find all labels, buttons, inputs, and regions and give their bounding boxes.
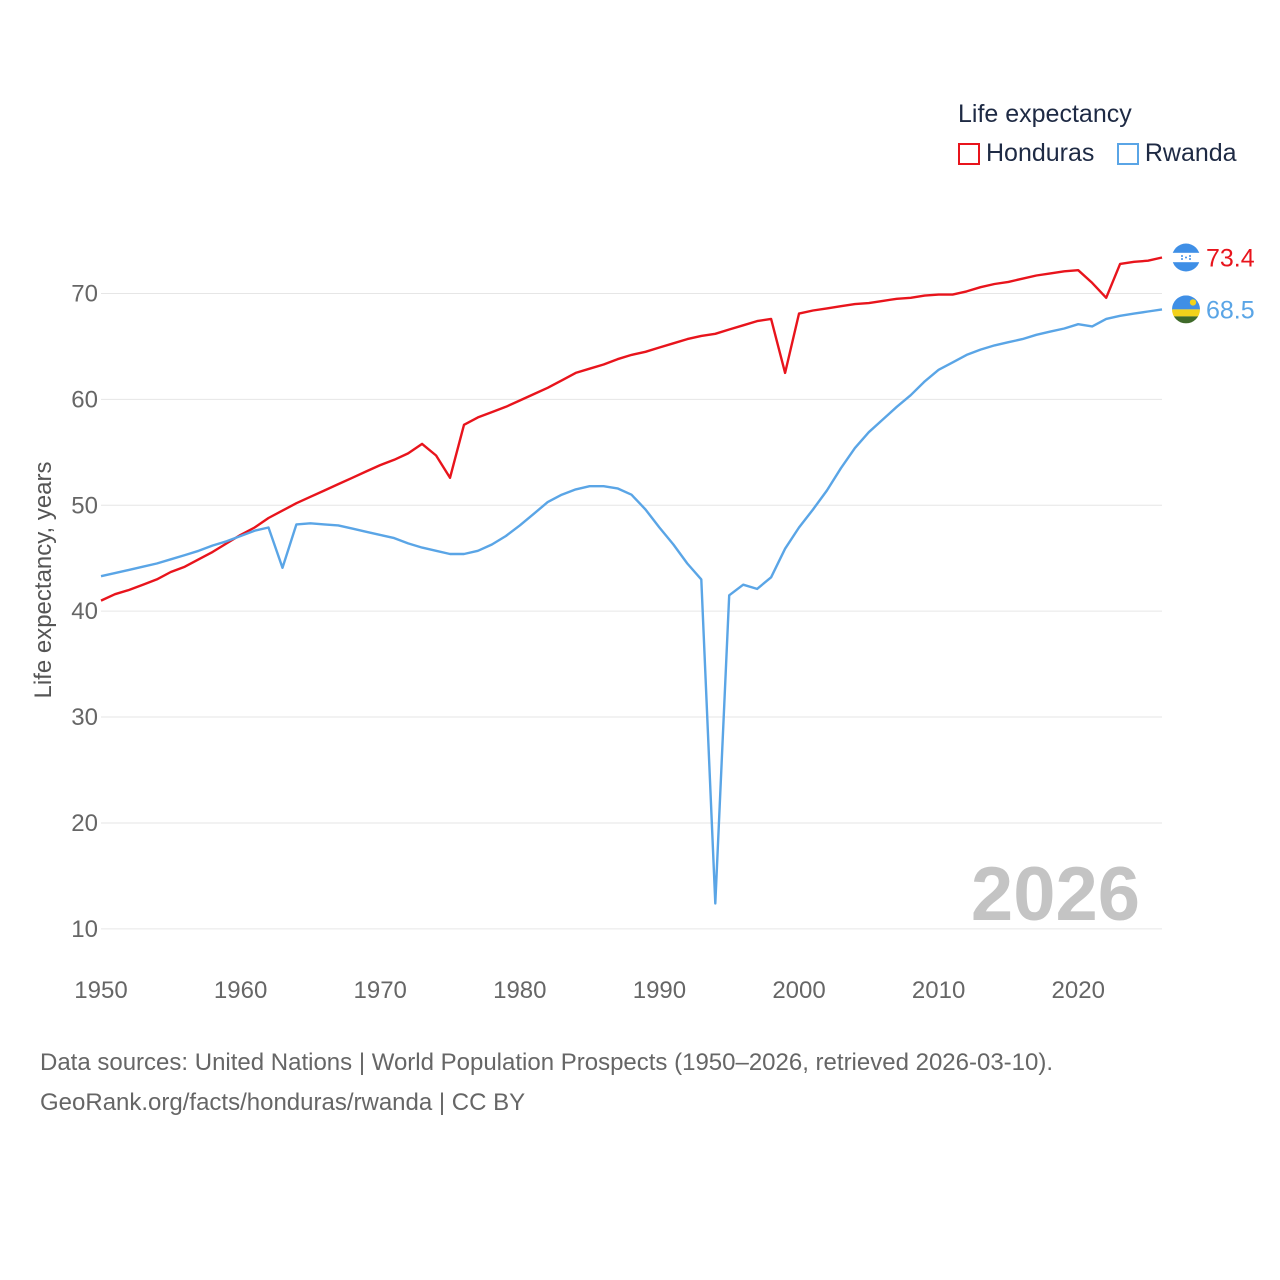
legend-label-honduras: Honduras [986, 139, 1095, 167]
legend: Life expectancy Honduras Rwanda [958, 100, 1255, 170]
source-line: Data sources: United Nations | World Pop… [40, 1049, 1054, 1076]
x-tick-label-1970: 1970 [354, 977, 407, 1004]
x-tick-label-1960: 1960 [214, 977, 267, 1004]
series-line-honduras[interactable] [100, 256, 1163, 602]
legend-label-rwanda: Rwanda [1144, 139, 1237, 167]
gridlines [101, 293, 1162, 930]
data-source-note: Data sources: United Nations | World Pop… [40, 1043, 1053, 1123]
legend-swatch-rwanda [1116, 142, 1139, 165]
y-axis-label: Life expectancy, years [30, 461, 57, 698]
legend-swatch-honduras [958, 142, 980, 165]
legend-item-honduras[interactable]: Honduras [958, 139, 1094, 168]
year-watermark: 2026 [971, 852, 1140, 937]
x-tick-label-2000: 2000 [772, 977, 825, 1004]
x-tick-label-1990: 1990 [633, 977, 686, 1004]
source-link[interactable]: GeoRank.org/facts/honduras/rwanda | CC B… [40, 1089, 526, 1116]
x-axis-ticks: 1950 1960 1970 1980 1990 2000 2010 2020 [74, 977, 1105, 1004]
legend-title: Life expectancy [958, 100, 1132, 128]
y-tick-label-40: 40 [71, 598, 98, 625]
y-tick-label-50: 50 [71, 492, 98, 519]
x-tick-label-1950: 1950 [74, 977, 127, 1004]
series-line-rwanda[interactable] [100, 308, 1163, 905]
rwanda-flag-icon [1172, 295, 1200, 324]
line-chart: 10 20 30 40 50 60 70 1950 1960 1970 1980 1990 2000 2… [30, 243, 1255, 1004]
series-lines [100, 256, 1163, 905]
end-markers: 73.4 68.5 [1172, 243, 1255, 324]
y-tick-label-10: 10 [71, 916, 98, 943]
honduras-end-label: 73.4 [1206, 245, 1255, 273]
rwanda-end-label: 68.5 [1206, 296, 1255, 324]
x-tick-label-2020: 2020 [1052, 977, 1105, 1004]
y-tick-label-70: 70 [71, 281, 98, 308]
legend-item-rwanda[interactable]: Rwanda [1116, 139, 1237, 168]
x-tick-label-1980: 1980 [493, 977, 546, 1004]
y-axis-ticks: 10 20 30 40 50 60 70 [71, 281, 98, 943]
honduras-flag-icon [1172, 243, 1200, 272]
y-tick-label-60: 60 [71, 386, 98, 413]
x-tick-label-2010: 2010 [912, 977, 965, 1004]
y-tick-label-20: 20 [71, 810, 98, 837]
legend-items: Honduras Rwanda [958, 139, 1255, 170]
y-tick-label-30: 30 [71, 704, 98, 731]
